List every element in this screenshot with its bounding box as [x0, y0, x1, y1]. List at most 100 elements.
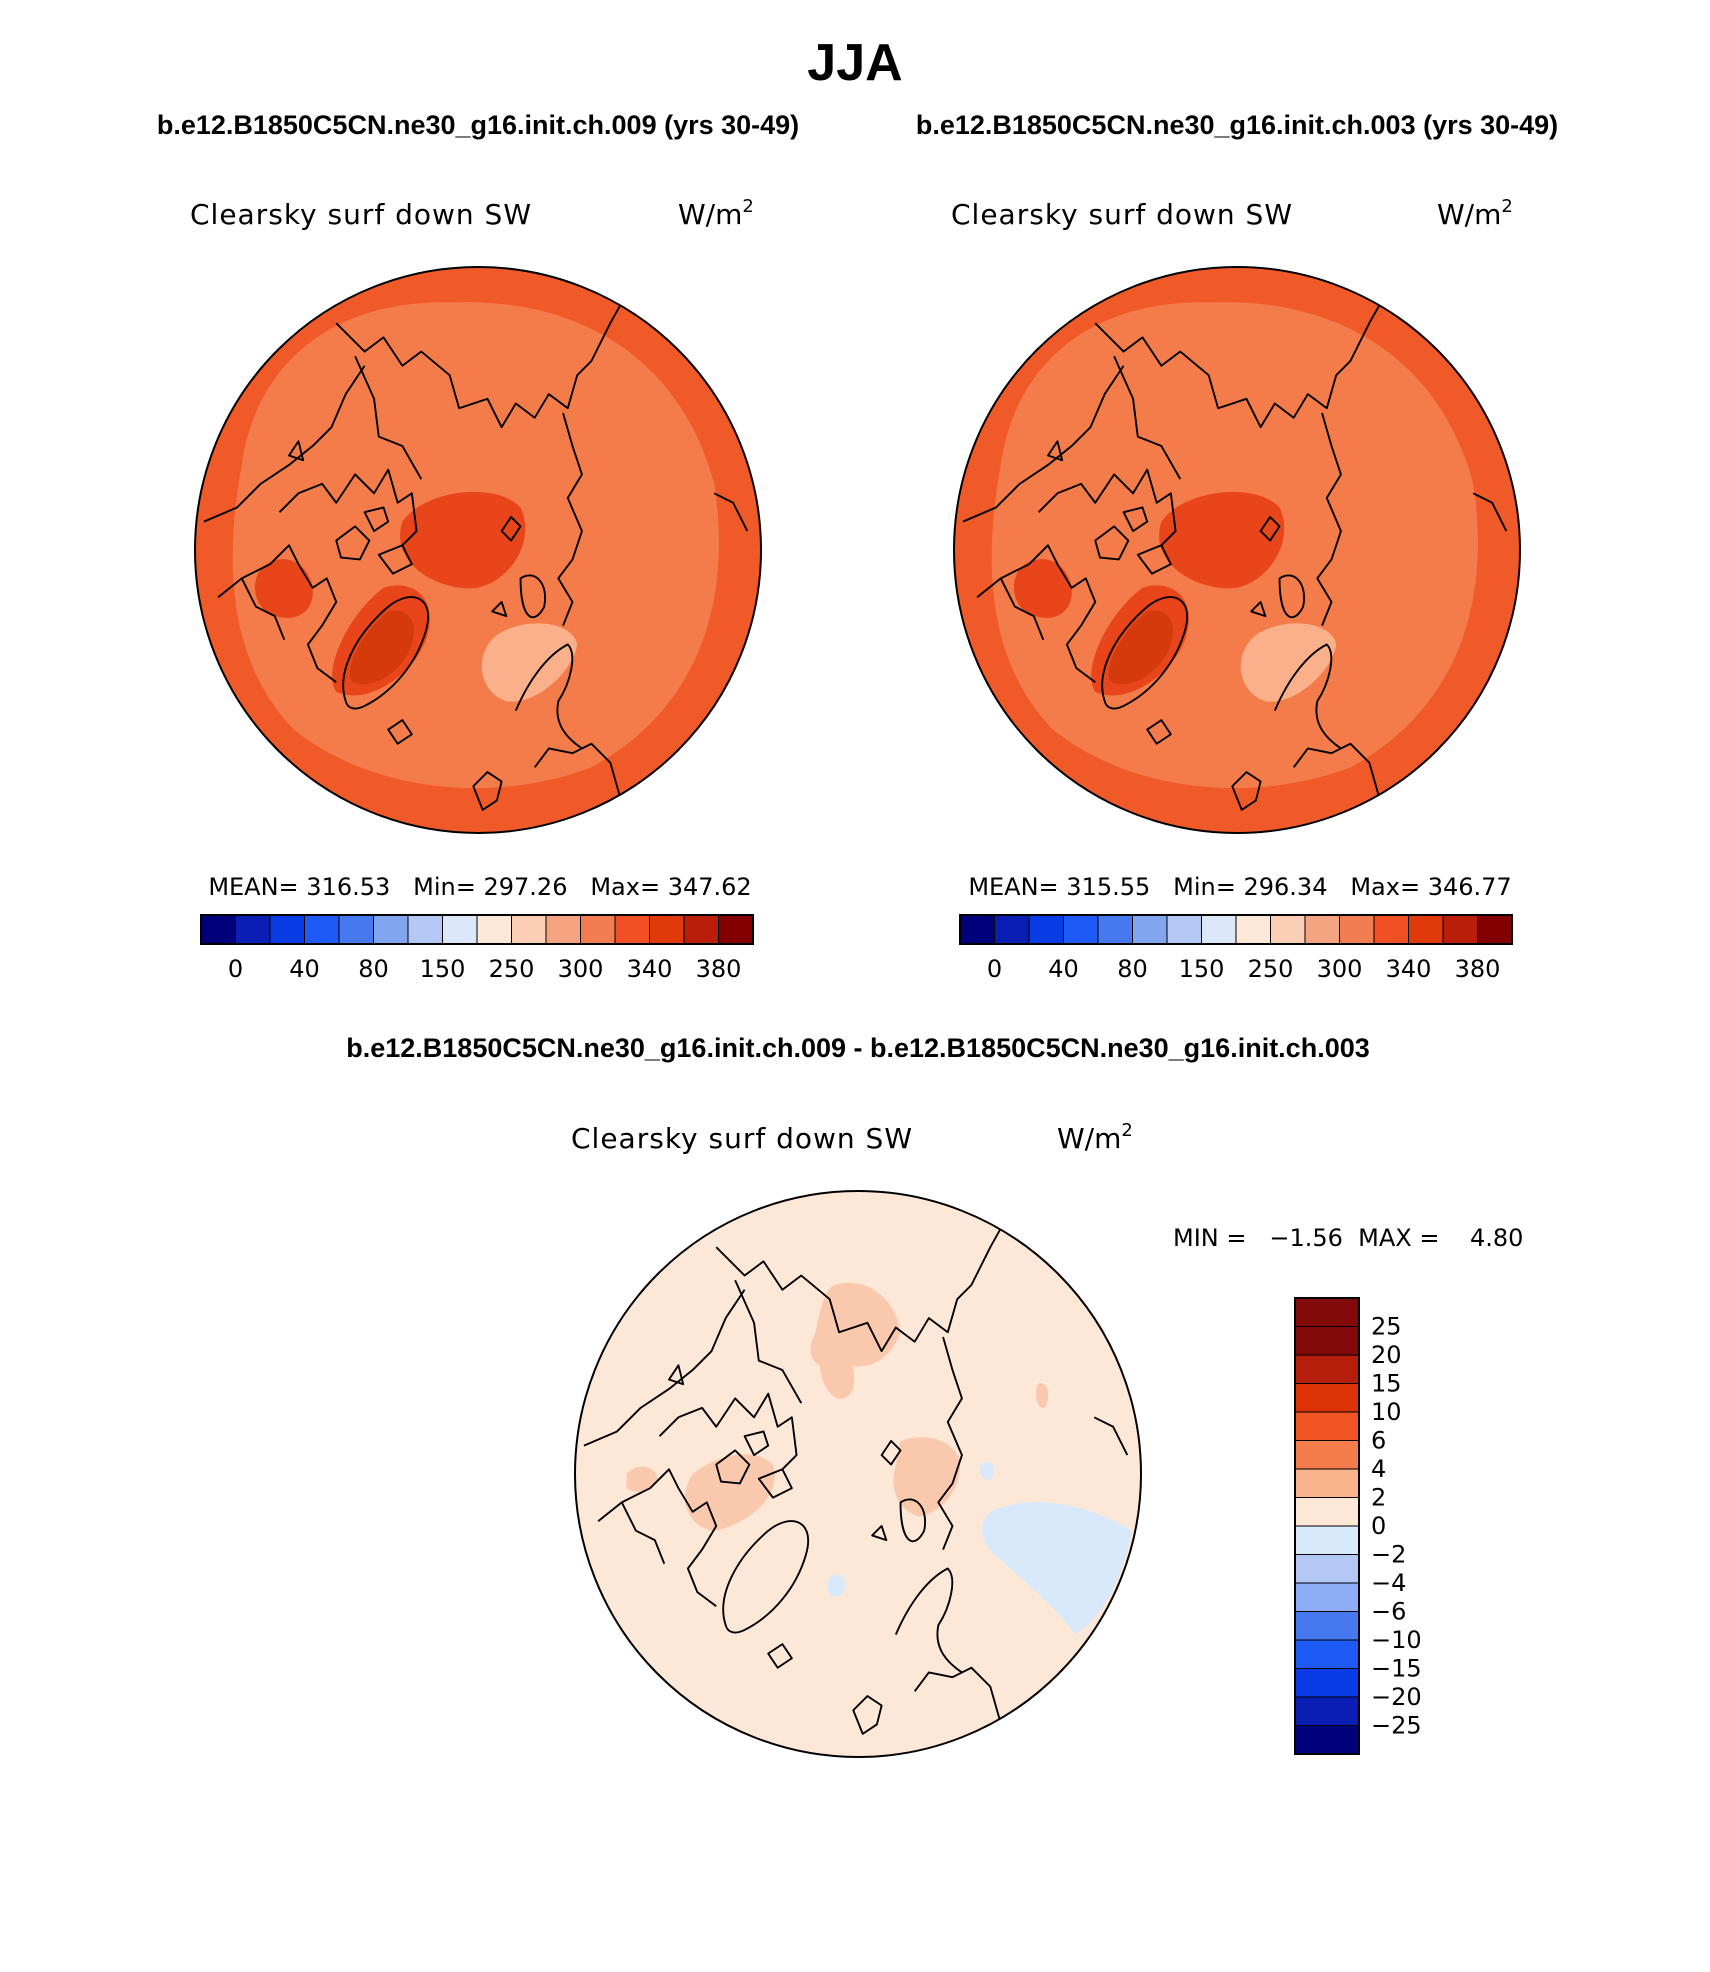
diff-colorbar-tick-label: −10 — [1371, 1626, 1422, 1654]
panel-b-variable: Clearsky surf down SW — [951, 198, 1293, 231]
run-b-title: b.e12.B1850C5CN.ne30_g16.init.ch.003 (yr… — [916, 110, 1558, 140]
colorbar-segment — [235, 914, 271, 945]
diff-colorbar-segment — [1294, 1696, 1360, 1726]
diff-colorbar-segment — [1294, 1639, 1360, 1669]
panel-a-variable: Clearsky surf down SW — [190, 198, 532, 231]
diff-colorbar-segment — [1294, 1411, 1360, 1441]
colorbar-frame — [200, 914, 754, 945]
colorbar-segment — [649, 914, 685, 945]
panel-b-units: W/m2 — [1437, 196, 1513, 231]
colorbar-tick-label: 250 — [1248, 955, 1294, 983]
colorbar-segment — [1339, 914, 1375, 945]
colorbar-segment — [718, 914, 754, 945]
colorbar-tick-label: 380 — [696, 955, 742, 983]
diff-colorbar-tick-label: −2 — [1371, 1541, 1406, 1569]
panel-a-colorbar — [200, 914, 754, 945]
diff-colorbar-segment — [1294, 1582, 1360, 1612]
colorbar-segment — [1373, 914, 1409, 945]
colorbar-tick-label: 340 — [1386, 955, 1432, 983]
colorbar-segment — [200, 914, 236, 945]
season-title: JJA — [807, 34, 902, 92]
colorbar-segment — [1235, 914, 1271, 945]
colorbar-tick-label: 40 — [289, 955, 320, 983]
diff-colorbar-tick-label: −25 — [1371, 1712, 1422, 1740]
colorbar-tick-label: 0 — [228, 955, 243, 983]
diff-colorbar-segment — [1294, 1725, 1360, 1755]
colorbar-tick-label: 250 — [489, 955, 535, 983]
panel-a-map — [195, 267, 761, 833]
colorbar-segment — [614, 914, 650, 945]
colorbar-segment — [373, 914, 409, 945]
colorbar-tick-label: 150 — [1179, 955, 1225, 983]
panel-b-colorbar-labels: 0 40 80 150 250 300 340 380 — [987, 955, 1501, 983]
colorbar-segment — [442, 914, 478, 945]
diff-map — [575, 1191, 1141, 1757]
diff-colorbar-segment — [1294, 1440, 1360, 1470]
colorbar-tick-label: 80 — [1117, 955, 1148, 983]
colorbar-frame — [959, 914, 1513, 945]
colorbar-segment — [304, 914, 340, 945]
diff-colorbar-segment — [1294, 1354, 1360, 1384]
diff-colorbar-segment — [1294, 1468, 1360, 1498]
colorbar-tick-label: 300 — [558, 955, 604, 983]
colorbar-segment — [1201, 914, 1237, 945]
colorbar-segment — [269, 914, 305, 945]
diff-colorbar-tick-label: 4 — [1371, 1455, 1386, 1483]
diff-colorbar-tick-label: 6 — [1371, 1427, 1386, 1455]
panel-b: Clearsky surf down SW W/m2 MEAN= 315.55 … — [951, 196, 1521, 983]
colorbar-segment — [511, 914, 547, 945]
colorbar-segment — [580, 914, 616, 945]
colorbar-segment — [1408, 914, 1444, 945]
panel-a: Clearsky surf down SW W/m2 MEAN= 316.53 … — [190, 196, 762, 983]
run-a-title: b.e12.B1850C5CN.ne30_g16.init.ch.009 (yr… — [157, 110, 799, 140]
diff-colorbar-segment — [1294, 1383, 1360, 1413]
diff-title: b.e12.B1850C5CN.ne30_g16.init.ch.009 - b… — [346, 1033, 1370, 1063]
diff-colorbar-tick-label: 20 — [1371, 1341, 1402, 1369]
panel-b-map — [954, 267, 1520, 833]
colorbar-segment — [1063, 914, 1099, 945]
diff-colorbar-segment — [1294, 1668, 1360, 1698]
diff-colorbar-segment — [1294, 1497, 1360, 1527]
colorbar-segment — [545, 914, 581, 945]
colorbar-segment — [959, 914, 995, 945]
colorbar-segment — [683, 914, 719, 945]
diff-colorbar-segment — [1294, 1326, 1360, 1356]
diff-colorbar-segment — [1294, 1297, 1360, 1327]
colorbar-segment — [1132, 914, 1168, 945]
panel-a-colorbar-labels: 0 40 80 150 250 300 340 380 — [228, 955, 742, 983]
diff-colorbar-tick-label: 25 — [1371, 1313, 1402, 1341]
panel-a-stats: MEAN= 316.53 Min= 297.26 Max= 347.62 — [208, 873, 751, 901]
diff-minmax: MIN = −1.56 MAX = 4.80 — [1173, 1224, 1523, 1252]
diff-colorbar-tick-label: 2 — [1371, 1484, 1386, 1512]
panel-b-map-border — [953, 266, 1521, 834]
colorbar-segment — [407, 914, 443, 945]
colorbar-tick-label: 150 — [420, 955, 466, 983]
panel-a-map-border — [194, 266, 762, 834]
diff-colorbar-tick-label: −15 — [1371, 1655, 1422, 1683]
colorbar-segment — [338, 914, 374, 945]
colorbar-tick-label: 80 — [358, 955, 389, 983]
colorbar-segment — [1028, 914, 1064, 945]
panel-b-colorbar — [959, 914, 1513, 945]
diff-colorbar-segment — [1294, 1554, 1360, 1584]
diff-colorbar-frame — [1294, 1297, 1360, 1755]
colorbar-segment — [994, 914, 1030, 945]
diff-colorbar-tick-label: 10 — [1371, 1398, 1402, 1426]
colorbar-segment — [1304, 914, 1340, 945]
colorbar-segment — [1477, 914, 1513, 945]
diff-colorbar-segment — [1294, 1525, 1360, 1555]
colorbar-tick-label: 300 — [1317, 955, 1363, 983]
panel-b-stats: MEAN= 315.55 Min= 296.34 Max= 346.77 — [968, 873, 1511, 901]
diff-colorbar-tick-label: −6 — [1371, 1598, 1406, 1626]
diff-colorbar-tick-label: −4 — [1371, 1569, 1406, 1597]
diff-colorbar-segment — [1294, 1611, 1360, 1641]
diff-colorbar-tick-label: 15 — [1371, 1370, 1402, 1398]
colorbar-segment — [1442, 914, 1478, 945]
diff-variable: Clearsky surf down SW — [571, 1122, 913, 1155]
diff-colorbar-tick-label: 0 — [1371, 1512, 1386, 1540]
colorbar-segment — [476, 914, 512, 945]
diff-colorbar-tick-label: −20 — [1371, 1683, 1422, 1711]
colorbar-tick-label: 340 — [627, 955, 673, 983]
